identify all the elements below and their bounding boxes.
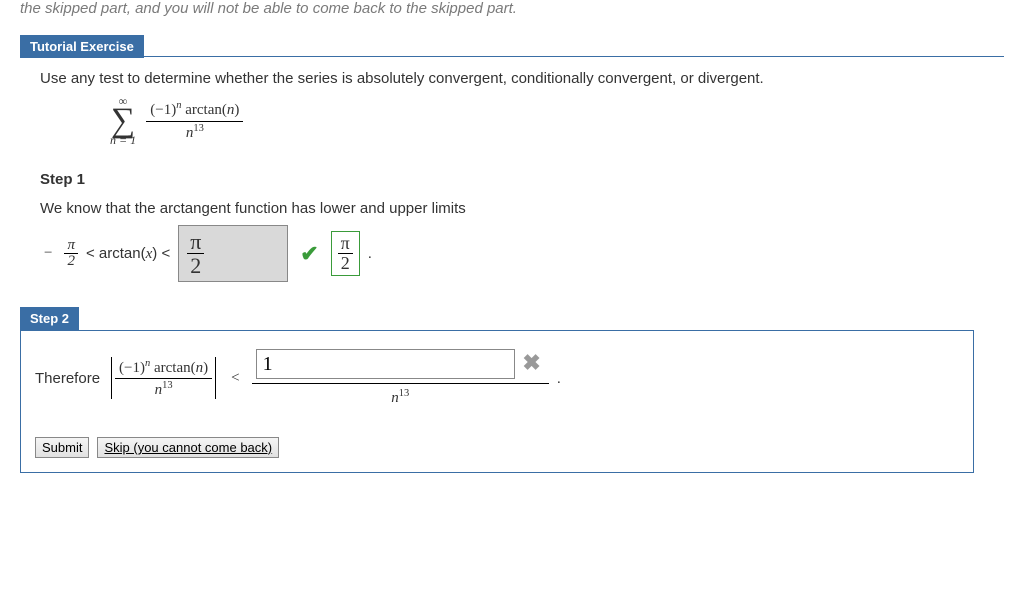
therefore-label: Therefore — [35, 370, 100, 387]
header-rule — [144, 35, 1004, 57]
step1-answer-num: π — [187, 230, 204, 254]
cross-icon: ✖ — [522, 350, 540, 375]
step1-lead: We know that the arctangent function has… — [20, 200, 1004, 217]
numerator-arctan-close: ) — [234, 102, 239, 118]
exercise-prompt: Use any test to determine whether the se… — [20, 70, 1004, 87]
step1-correct-box: π 2 — [331, 231, 360, 276]
tutorial-exercise-header: Tutorial Exercise — [20, 35, 1004, 58]
skip-button[interactable]: Skip (you cannot come back) — [97, 437, 279, 458]
step2-panel: Therefore (−1)n arctan(n) n13 < ✖ — [20, 330, 974, 473]
minus-sign: − — [44, 245, 52, 262]
numerator-neg1: (−1) — [150, 102, 176, 118]
step2-period: . — [557, 370, 561, 387]
step1-period: . — [368, 245, 372, 262]
step2-numerator-input[interactable] — [256, 349, 515, 379]
tutorial-exercise-tab: Tutorial Exercise — [20, 35, 144, 58]
numerator-arctan-open: arctan( — [181, 102, 226, 118]
rhs-denominator-exp: 13 — [399, 388, 410, 399]
step2-tab: Step 2 — [20, 307, 79, 330]
clipped-instruction: the skipped part, and you will not be ab… — [0, 0, 1024, 27]
denominator-exp: 13 — [193, 123, 204, 134]
sigma-symbol: ∑ — [111, 107, 135, 134]
step1-label: Step 1 — [20, 171, 1004, 188]
lhs-fraction: π 2 — [64, 238, 78, 271]
rhs-denominator-base: n — [391, 390, 399, 406]
series-expression: ∞ ∑ n = 1 (−1)n arctan(n) n13 — [20, 95, 1004, 146]
lt-sign: < — [231, 370, 239, 387]
step1-inequality: − π 2 < arctan(x) < π 2 ✔ π 2 . — [20, 225, 1004, 282]
rhs-fraction: ✖ n13 — [252, 349, 549, 407]
submit-button[interactable]: Submit — [35, 437, 89, 458]
check-icon: ✔ — [300, 241, 318, 267]
abs-value-bars: (−1)n arctan(n) n13 — [108, 357, 219, 399]
sum-lower-limit: n = 1 — [110, 134, 136, 146]
step2-header: Step 2 — [20, 307, 1004, 330]
lt-arctan-open: < arctan(x) < — [86, 245, 170, 263]
step1-answer-box[interactable]: π 2 — [178, 225, 288, 282]
step1-answer-den: 2 — [187, 254, 204, 277]
